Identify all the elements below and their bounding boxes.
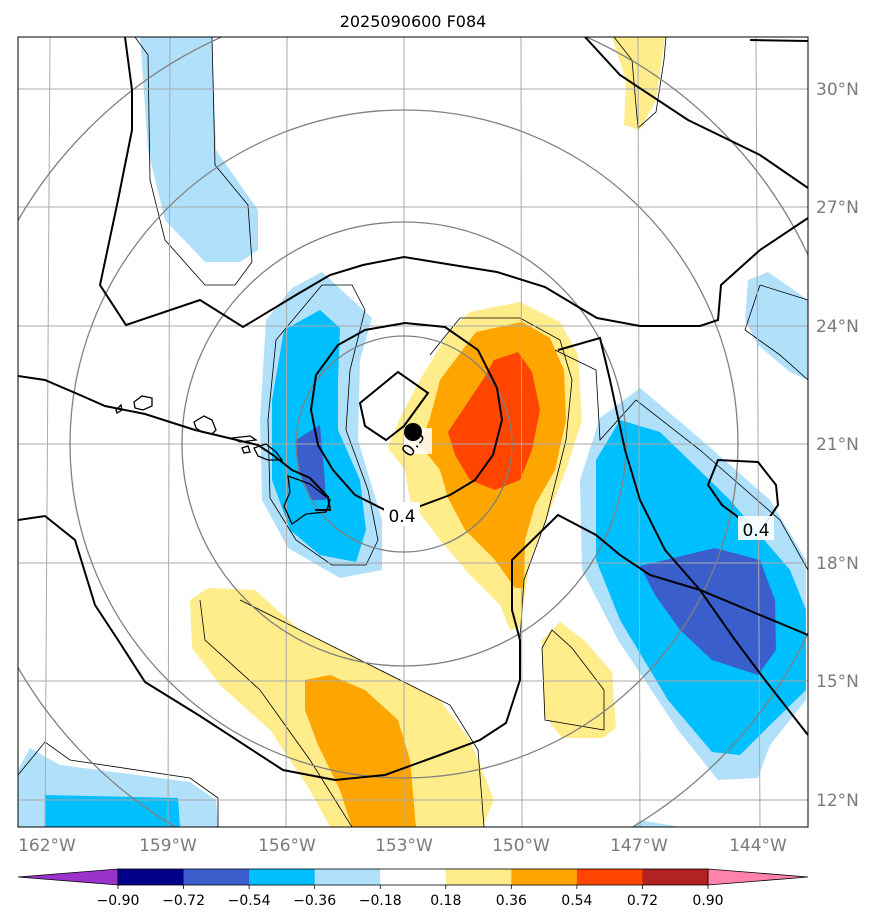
- contour-main-ring: [309, 321, 504, 513]
- contour-north-east: [584, 37, 808, 189]
- y-tick-15n: 15°N: [816, 672, 859, 692]
- contour-label-bg-3: [738, 516, 774, 540]
- y-tick-30n: 30°N: [816, 80, 859, 100]
- meridian-147w: [637, 37, 641, 827]
- plot-area: 0.4 0.5 0.4: [18, 37, 808, 827]
- colorbar-tick-label: −0.18: [359, 893, 402, 909]
- contour-label-0-4-east: 0.4: [742, 521, 769, 541]
- colorbar: −0.90 −0.72 −0.54 −0.36 −0.18 0.18 0.36 0.54 0.7…: [17, 868, 809, 909]
- shade-pos-light-south: [542, 622, 616, 738]
- contour-west-trough: [98, 37, 808, 329]
- x-tick-150w: 150°W: [492, 836, 550, 856]
- colorbar-tick-label: −0.72: [162, 893, 205, 909]
- y-tick-27n: 27°N: [816, 198, 859, 218]
- shade-pos-strong-center: [448, 352, 540, 490]
- plot-frame: [17, 36, 809, 828]
- outline-north-yellow: [613, 37, 667, 129]
- y-tick-labels: 30°N 27°N 24°N 21°N 18°N 15°N 12°N: [816, 80, 859, 811]
- x-tick-156w: 156°W: [258, 836, 316, 856]
- colorbar-segment: [576, 869, 643, 885]
- x-tick-144w: 144°W: [729, 836, 787, 856]
- meridian-162w: [44, 37, 51, 827]
- y-tick-12n: 12°N: [816, 791, 859, 811]
- outline-southwest-blue: [18, 741, 219, 827]
- contour-label-0-4-west: 0.4: [388, 507, 415, 527]
- contour-north-edge: [749, 39, 808, 42]
- shade-pos-mid-southwest: [305, 675, 416, 827]
- outline-center-yellow: [429, 317, 573, 641]
- colorbar-tick-label: 0.90: [692, 893, 723, 909]
- y-tick-24n: 24°N: [816, 317, 859, 337]
- contour-label-bg-1: [384, 502, 420, 526]
- colorbar-segment: [314, 869, 381, 885]
- range-rings: [18, 37, 808, 827]
- colorbar-segment: [380, 869, 447, 885]
- colorbar-segment: [445, 869, 512, 885]
- contour-south-loop: [18, 513, 808, 782]
- x-tick-159w: 159°W: [139, 836, 197, 856]
- colorbar-segment: [118, 869, 185, 885]
- meridian-144w: [755, 37, 761, 827]
- shaded-field: [18, 37, 808, 827]
- shade-neg-strong-east: [640, 548, 776, 675]
- x-tick-153w: 153°W: [375, 836, 433, 856]
- colorbar-tick-label: −0.36: [293, 893, 336, 909]
- storm-center-marker: [404, 423, 422, 441]
- x-tick-labels: 162°W 159°W 156°W 153°W 150°W 147°W 144°…: [18, 836, 787, 856]
- colorbar-extend-low: [17, 868, 119, 886]
- outline-east-blue: [554, 349, 808, 571]
- coast-lanai: [241, 445, 251, 454]
- colorbar-segment: [642, 869, 709, 885]
- outline-southwest-yellow: [199, 599, 485, 827]
- coast-big-island: [283, 475, 331, 525]
- shading-outlines: [18, 37, 808, 827]
- meridian-156w: [285, 37, 288, 827]
- coast-oahu: [193, 415, 217, 435]
- colorbar-segment: [249, 869, 316, 885]
- colorbar-tick-label: 0.54: [561, 893, 592, 909]
- contour-inner-cell: [358, 370, 430, 442]
- bold-contours: [18, 37, 808, 782]
- range-ring-2: [181, 221, 627, 667]
- outline-east-edge: [744, 284, 808, 381]
- chart-title: 2025090600 F084: [340, 12, 487, 31]
- colorbar-tick-label: 0.36: [496, 893, 527, 909]
- y-tick-21n: 21°N: [816, 435, 859, 455]
- meridian-150w: [520, 37, 523, 827]
- colorbar-tick-label: −0.54: [228, 893, 271, 909]
- x-tick-147w: 147°W: [610, 836, 668, 856]
- colorbar-tick-label: 0.18: [430, 893, 461, 909]
- outline-west-vortex: [267, 284, 379, 566]
- shade-neg-light-north: [140, 37, 258, 262]
- contour-east-segment: [557, 336, 808, 736]
- contour-west-0-4: [18, 375, 332, 511]
- coast-maui: [253, 443, 284, 461]
- range-ring-1: [295, 335, 513, 553]
- outline-north-blue: [134, 37, 253, 286]
- coast-kauai: [133, 395, 153, 411]
- shade-neg-light-south-small: [632, 820, 680, 827]
- colorbar-tick-label: 0.72: [627, 893, 658, 909]
- colorbar-extend-high: [707, 868, 809, 886]
- colorbar-frame: [117, 868, 709, 886]
- colorbar-segment: [183, 869, 250, 885]
- shade-neg-mid-southwest: [45, 795, 180, 827]
- colorbar-segment: [511, 869, 578, 885]
- x-tick-162w: 162°W: [18, 836, 76, 856]
- range-ring-3: [69, 109, 739, 779]
- outline-south-yellow: [541, 629, 605, 731]
- colorbar-tick-label: −0.90: [97, 893, 140, 909]
- y-tick-18n: 18°N: [816, 554, 859, 574]
- contour-east-0-4: [706, 458, 780, 525]
